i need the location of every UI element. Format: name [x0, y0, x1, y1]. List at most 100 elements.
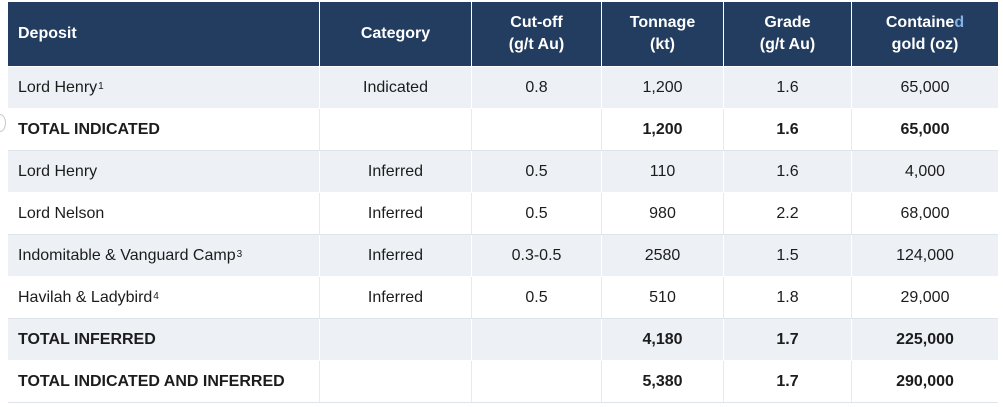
cell-category-text: Inferred — [367, 246, 424, 264]
header-cutoff-line2: (g/t Au) — [508, 36, 565, 53]
cell-grade: 1.6 — [724, 151, 852, 192]
cell-deposit: TOTAL INDICATED AND INFERRED — [8, 361, 320, 402]
cell-category — [320, 109, 472, 150]
cell-category: Inferred — [320, 193, 472, 234]
cell-tonnage-text: 2580 — [644, 246, 681, 264]
cell-cutoff: 0.5 — [472, 277, 602, 318]
header-deposit: Deposit — [8, 2, 320, 66]
cell-grade-text: 1.8 — [776, 288, 799, 306]
header-cutoff: Cut-off (g/t Au) — [472, 2, 602, 66]
cell-tonnage: 1,200 — [602, 109, 724, 150]
cell-tonnage: 2580 — [602, 235, 724, 276]
cell-cutoff — [472, 109, 602, 150]
cell-category: Inferred — [320, 235, 472, 276]
cell-category-text: Indicated — [363, 78, 428, 96]
header-category-label: Category — [360, 25, 431, 42]
cell-category: Indicated — [320, 67, 472, 108]
cell-grade-text: 1.7 — [776, 330, 799, 348]
cell-grade-text: 1.6 — [776, 162, 799, 180]
cell-category — [320, 319, 472, 360]
cell-category-text: Inferred — [367, 204, 424, 222]
cell-gold-text: 29,000 — [900, 288, 950, 306]
cell-category: Inferred — [320, 277, 472, 318]
cell-gold-text: 124,000 — [896, 246, 954, 264]
header-cutoff-line1: Cut-off — [510, 14, 563, 31]
cell-tonnage: 5,380 — [602, 361, 724, 402]
cell-deposit-text: Havilah & Ladybird — [18, 288, 153, 306]
table-row: Lord Henry 1 Indicated 0.8 1,200 1.6 65,000 — [8, 67, 998, 109]
cell-deposit-text: Lord Henry — [18, 78, 98, 96]
cell-tonnage-text: 1,200 — [642, 120, 683, 138]
table-total-row: TOTAL INFERRED 4,180 1.7 225,000 — [8, 319, 998, 361]
table-row: Havilah & Ladybird 4 Inferred 0.5 510 1.8 29,0… — [8, 277, 998, 319]
cell-tonnage: 110 — [602, 151, 724, 192]
cell-tonnage-text: 5,380 — [642, 372, 683, 390]
cell-gold: 4,000 — [852, 151, 998, 192]
cell-tonnage-text: 4,180 — [642, 330, 683, 348]
cell-tonnage: 1,200 — [602, 67, 724, 108]
header-tonnage-line1: Tonnage — [629, 14, 696, 31]
cell-category — [320, 361, 472, 402]
cell-tonnage-text: 110 — [649, 162, 676, 180]
cell-cutoff — [472, 361, 602, 402]
cell-gold: 290,000 — [852, 361, 998, 402]
header-contained-line1-tail: d — [954, 14, 965, 31]
cell-cutoff-text: 0.5 — [525, 288, 548, 306]
header-tonnage-line2: (kt) — [650, 36, 675, 53]
cell-gold-text: 225,000 — [896, 330, 954, 348]
cell-cutoff: 0.5 — [472, 193, 602, 234]
cell-grade: 1.6 — [724, 67, 852, 108]
cell-gold-text: 65,000 — [900, 120, 950, 138]
cell-grade: 2.2 — [724, 193, 852, 234]
cell-grade: 1.7 — [724, 361, 852, 402]
cell-category-text: Inferred — [367, 162, 424, 180]
table-header-row: Deposit Category Cut-off (g/t Au) Tonnage… — [8, 2, 998, 67]
table-row: Indomitable & Vanguard Camp 3 Inferred 0.3-… — [8, 235, 998, 277]
cell-gold-text: 68,000 — [900, 204, 950, 222]
cell-cutoff-text: 0.5 — [525, 162, 548, 180]
cell-deposit: Havilah & Ladybird 4 — [8, 277, 320, 318]
cell-gold: 124,000 — [852, 235, 998, 276]
cell-grade-text: 1.7 — [776, 372, 799, 390]
cell-gold-text: 65,000 — [900, 78, 950, 96]
cell-tonnage: 980 — [602, 193, 724, 234]
cell-deposit-text: TOTAL INDICATED — [18, 120, 160, 138]
cell-cutoff: 0.3-0.5 — [472, 235, 602, 276]
cell-deposit: Lord Henry — [8, 151, 320, 192]
cell-deposit: Lord Henry 1 — [8, 67, 320, 108]
resource-table: Deposit Category Cut-off (g/t Au) Tonnage… — [8, 2, 998, 403]
cell-gold: 65,000 — [852, 109, 998, 150]
header-contained-gold: Contained gold (oz) — [852, 2, 998, 66]
cell-deposit: TOTAL INDICATED — [8, 109, 320, 150]
cell-gold-text: 4,000 — [904, 162, 946, 180]
cell-tonnage-text: 510 — [649, 288, 676, 306]
cell-gold: 225,000 — [852, 319, 998, 360]
header-contained-line2: gold (oz) — [891, 36, 959, 53]
cell-tonnage: 510 — [602, 277, 724, 318]
cell-category-text: Inferred — [367, 288, 424, 306]
cell-tonnage: 4,180 — [602, 319, 724, 360]
cell-cutoff-text: 0.3-0.5 — [511, 246, 562, 264]
cell-grade: 1.6 — [724, 109, 852, 150]
header-deposit-label: Deposit — [18, 25, 77, 42]
cell-deposit: Indomitable & Vanguard Camp 3 — [8, 235, 320, 276]
cell-cutoff: 0.5 — [472, 151, 602, 192]
cell-gold: 29,000 — [852, 277, 998, 318]
cell-grade: 1.7 — [724, 319, 852, 360]
cell-gold: 65,000 — [852, 67, 998, 108]
cell-grade-text: 1.6 — [776, 78, 799, 96]
cell-cutoff: 0.8 — [472, 67, 602, 108]
cell-category: Inferred — [320, 151, 472, 192]
header-grade-line2: (g/t Au) — [759, 36, 816, 53]
cell-gold: 68,000 — [852, 193, 998, 234]
header-grade: Grade (g/t Au) — [724, 2, 852, 66]
table-row: Lord Nelson Inferred 0.5 980 2.2 68,000 — [8, 193, 998, 235]
header-contained-line1: Containe — [885, 14, 955, 31]
table-total-row: TOTAL INDICATED AND INFERRED 5,380 1.7 290,… — [8, 361, 998, 403]
cell-deposit-text: TOTAL INFERRED — [18, 330, 156, 348]
cell-cutoff-text: 0.8 — [525, 78, 548, 96]
cell-deposit-text: Indomitable & Vanguard Camp — [18, 246, 236, 264]
cell-cutoff-text: 0.5 — [525, 204, 548, 222]
table-row: Lord Henry Inferred 0.5 110 1.6 4,000 — [8, 151, 998, 193]
header-grade-line1: Grade — [764, 14, 811, 31]
